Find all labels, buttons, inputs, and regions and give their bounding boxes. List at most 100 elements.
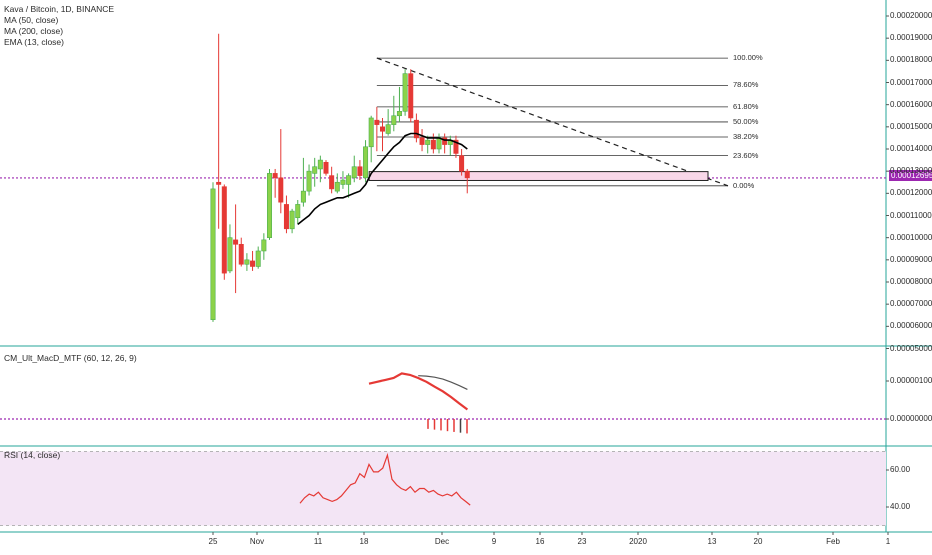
price-axis-tick-label: 0.00016000 [890,99,932,109]
time-axis-tick-label: Feb [826,537,840,546]
candle-body [261,239,267,252]
candle-body [266,173,272,238]
time-axis-tick-label: 11 [313,537,323,546]
candle-body [425,139,431,145]
candle-body [357,166,363,176]
price-axis-tick-label: 0.00019000 [890,33,932,43]
price-axis-tick-label: 0.00018000 [890,55,932,65]
time-axis-tick-label: 16 [535,537,545,546]
indicator-ma50[interactable]: MA (50, close) [4,15,59,25]
candle-body [459,155,465,172]
candle-body [255,250,261,267]
candle-body [430,139,436,150]
time-axis-tick-label: 23 [577,537,587,546]
candle-body [306,170,312,192]
price-axis-tick-label: 0.00013000 [890,166,932,176]
fib-level-label: 38.20% [733,132,759,142]
candle-body [464,170,470,179]
candle-body [210,188,216,320]
time-axis-tick-label: 1 [885,537,891,546]
candle-body [340,179,346,185]
candle-body [368,117,374,148]
macd-series-line [418,375,468,390]
candle-body [385,124,391,134]
fib-level-label: 61.80% [733,101,759,111]
indicator-ma200[interactable]: MA (200, close) [4,26,64,36]
time-axis-tick-label: Nov [249,537,265,546]
candle-body [312,166,318,174]
candle-body [436,137,442,150]
time-axis-tick-label: 20 [753,537,763,546]
candle-body [419,137,425,145]
fib-level-label: 78.60% [733,80,759,90]
candle-body [250,260,256,267]
candle-body [300,190,306,203]
candle-body [216,181,222,185]
indicator-ema13[interactable]: EMA (13, close) [4,37,64,47]
time-axis-tick-label: 2020 [629,537,647,546]
candle-body [278,177,284,203]
candle-body [283,204,289,230]
candle-body [442,137,448,145]
fib-level-label: 23.60% [733,150,759,160]
candle-body [317,159,323,170]
price-axis-tick-label: 0.00011000 [890,210,932,220]
price-axis-tick-label: 0.00006000 [890,321,932,331]
price-axis-tick-label: 0.00005000 [890,343,932,353]
candle-body [323,162,329,174]
time-axis-tick-label: 9 [491,537,497,546]
price-axis-tick-label: 0.00007000 [890,299,932,309]
price-axis-tick-label: 0.00015000 [890,121,932,131]
macd-pane-title[interactable]: CM_Ult_MacD_MTF (60, 12, 26, 9) [4,353,137,363]
price-axis-tick-label: 0.00017000 [890,77,932,87]
candle-body [408,73,414,119]
candle-body [413,119,419,139]
candle-body [221,186,227,274]
fib-level-label: 50.00% [733,116,759,126]
rsi-axis-tick-label: 40.00 [890,502,911,511]
rsi-axis-tick-label: 60.00 [890,465,911,474]
candle-body [329,175,335,190]
price-axis-tick-label: 0.00014000 [890,144,932,153]
candle-body [402,73,408,112]
macd-axis-tick-label: 0.00000000 [890,414,932,423]
price-axis-tick-label: 0.00010000 [890,232,932,242]
fib-level-label: 100.00% [733,53,763,63]
last-price-badge: 0.00012695 [889,170,932,181]
time-axis-tick-label: 25 [208,537,218,546]
candle-body [396,111,402,117]
candle-body [289,210,295,230]
candle-body [238,244,244,265]
candle-body [233,239,239,245]
price-axis-tick-label: 0.00012000 [890,188,932,198]
candle-body [379,126,385,132]
price-axis-tick-label: 0.00008000 [890,277,932,286]
price-axis-tick-label: 0.00009000 [890,254,932,264]
time-axis-tick-label: 13 [707,537,717,546]
candle-body [334,181,340,192]
support-zone-box [368,171,709,181]
candle-body [227,237,233,272]
macd-series-line [368,372,469,411]
candle-body [374,119,380,125]
rsi-band [0,451,886,526]
candle-body [453,139,459,154]
candle-body [346,175,352,185]
candle-body [244,259,250,265]
price-axis-tick-label: 0.00020000 [890,11,932,20]
rsi-line [299,452,471,506]
time-axis-tick-label: Dec [434,537,450,546]
candle-body [391,115,397,125]
fib-level-label: 0.00% [733,180,755,190]
candle-body [295,204,301,219]
candle-body [363,146,369,179]
time-axis-tick-label: 18 [359,537,369,546]
symbol-title: Kava / Bitcoin, 1D, BINANCE [4,4,115,14]
candle-body [272,173,278,179]
candle-body [351,166,357,179]
ema13-line [297,132,468,226]
rsi-pane-title[interactable]: RSI (14, close) [4,450,61,460]
macd-axis-tick-label: 0.00000100 [890,376,932,385]
